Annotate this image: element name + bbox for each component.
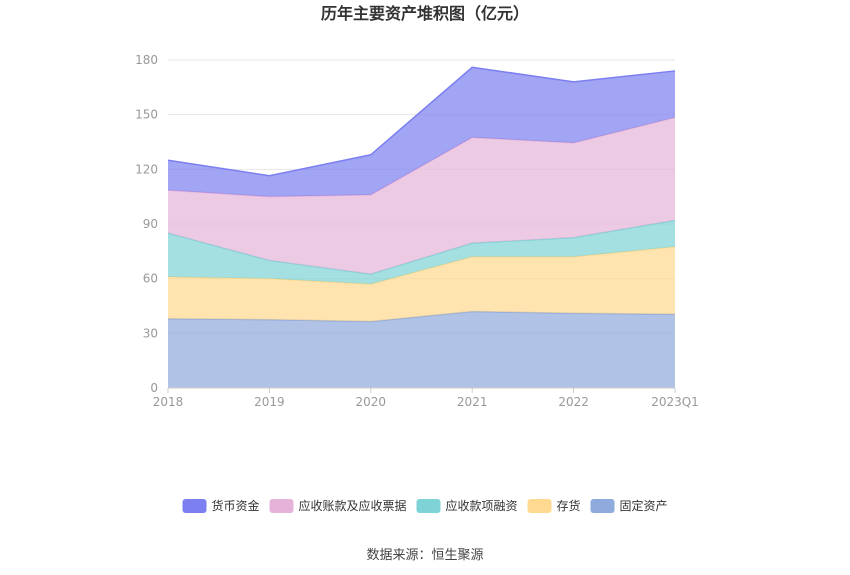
legend-swatch bbox=[590, 499, 615, 513]
area-series-line-4 bbox=[167, 66, 676, 177]
legend-item[interactable]: 货币资金 bbox=[182, 498, 260, 513]
y-tick-label: 180 bbox=[135, 53, 158, 67]
legend-swatch bbox=[182, 499, 207, 513]
legend-item[interactable]: 应收款项融资 bbox=[416, 498, 518, 513]
x-tick-label: 2018 bbox=[153, 395, 184, 409]
area-layer bbox=[167, 66, 676, 388]
area-series-line-0 bbox=[167, 310, 676, 323]
legend-swatch bbox=[527, 499, 552, 513]
x-tick-label: 2023Q1 bbox=[651, 395, 699, 409]
legend-label: 固定资产 bbox=[620, 498, 668, 513]
area-series-1[interactable] bbox=[168, 246, 675, 322]
area-series-2[interactable] bbox=[168, 220, 675, 285]
legend-item[interactable]: 存货 bbox=[527, 498, 581, 513]
legend-label: 应收账款及应收票据 bbox=[299, 498, 407, 513]
area-series-3[interactable] bbox=[168, 117, 675, 275]
legend-label: 货币资金 bbox=[212, 498, 260, 513]
x-tick-label: 2020 bbox=[356, 395, 387, 409]
legend-label: 应收款项融资 bbox=[446, 498, 518, 513]
x-tick-label: 2021 bbox=[457, 395, 488, 409]
legend-swatch bbox=[269, 499, 294, 513]
y-tick-label: 60 bbox=[143, 272, 158, 286]
legend[interactable]: 货币资金 应收账款及应收票据 应收款项融资 存货 固定资产 bbox=[182, 498, 668, 513]
y-tick-label: 120 bbox=[135, 162, 158, 176]
x-tick-label: 2022 bbox=[558, 395, 589, 409]
y-tick-label: 30 bbox=[143, 326, 158, 340]
y-tick-label: 90 bbox=[143, 217, 158, 231]
legend-swatch bbox=[416, 499, 441, 513]
y-tick-label: 0 bbox=[150, 381, 158, 395]
y-tick-label: 150 bbox=[135, 108, 158, 122]
legend-label: 存货 bbox=[557, 498, 581, 513]
area-series-0[interactable] bbox=[168, 311, 675, 388]
legend-item[interactable]: 应收账款及应收票据 bbox=[269, 498, 407, 513]
legend-item[interactable]: 固定资产 bbox=[590, 498, 668, 513]
area-series-4[interactable] bbox=[168, 67, 675, 197]
axis-layer: 0 30 60 90 120 150 180 2018 2019 2020 2021 2022 2023… bbox=[135, 53, 699, 409]
source-note: 数据来源：恒生聚源 bbox=[366, 548, 483, 563]
x-tick-label: 2019 bbox=[254, 395, 285, 409]
chart-title: 历年主要资产堆积图（亿元） bbox=[321, 4, 529, 23]
